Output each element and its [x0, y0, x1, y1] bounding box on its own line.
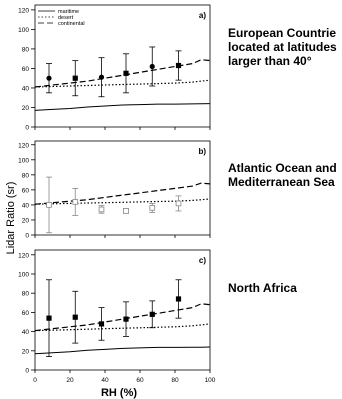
y-tick-label: 80: [22, 46, 30, 53]
continental-model-curve: [34, 59, 211, 88]
panel-a: 0 20 40 60 80 100 120 a) maritimedesertcontinent…: [18, 4, 211, 132]
y-tick-label: 40: [22, 329, 30, 336]
panel-label: a): [199, 11, 206, 20]
x-tick-label: 40: [101, 377, 109, 384]
maritime-model-curve: [34, 346, 211, 355]
panel-c: 0 20 40 60 80 100 120 0 20 40 60 80 100 c): [18, 249, 216, 384]
y-axis-label: Lidar Ratio (sr): [5, 182, 17, 255]
region-label-c: North Africa: [228, 281, 297, 295]
x-tick-label: 20: [66, 377, 74, 384]
data-point: [46, 202, 52, 208]
data-point: [149, 205, 156, 211]
data-point: [46, 315, 52, 321]
data-point: [72, 199, 79, 205]
y-tick-label: 0: [25, 125, 29, 132]
y-tick-label: 20: [22, 348, 30, 355]
x-tick-label: 100: [205, 377, 216, 384]
x-tick-label: 80: [171, 377, 179, 384]
plot-frame: [34, 249, 211, 371]
y-tick-label: 20: [22, 217, 30, 224]
data-point: [72, 75, 78, 81]
legend-label-maritime: maritime: [58, 9, 79, 15]
data-point: [98, 321, 105, 327]
plot-frame: [34, 4, 211, 128]
y-tick-label: 80: [22, 172, 30, 179]
y-tick-label: 0: [25, 368, 29, 375]
data-point: [123, 208, 129, 214]
y-tick-label: 60: [22, 310, 30, 317]
data-point: [149, 311, 155, 317]
panel-b: 0 20 40 60 80 100 120 b): [18, 140, 211, 240]
y-tick-label: 60: [22, 187, 30, 194]
continental-model-curve: [34, 303, 211, 332]
desert-model-curve: [34, 79, 211, 88]
data-point: [98, 74, 105, 80]
y-tick-label: 40: [22, 85, 30, 92]
y-tick-label: 80: [22, 291, 30, 298]
region-label-b: Atlantic Ocean and Mediterranean Sea: [228, 161, 337, 189]
data-point: [175, 296, 182, 302]
y-tick-label: 120: [18, 252, 29, 259]
data-point: [123, 70, 129, 76]
y-tick-label: 120: [18, 142, 29, 149]
y-tick-label: 100: [18, 272, 29, 279]
y-tick-label: 20: [22, 105, 30, 112]
legend-label-desert: desert: [58, 15, 74, 21]
data-point: [72, 314, 78, 320]
desert-model-curve: [34, 323, 211, 332]
desert-model-curve: [34, 198, 211, 205]
region-label-a: European Countrie located at latitudes l…: [228, 26, 337, 68]
data-point: [98, 206, 105, 213]
panel-label: b): [198, 147, 206, 156]
data-point: [149, 63, 155, 70]
y-tick-label: 100: [18, 157, 29, 164]
x-tick-label: 0: [33, 377, 37, 384]
continental-model-curve: [34, 182, 211, 205]
panel-label: c): [199, 256, 206, 265]
x-axis-label: RH (%): [101, 387, 137, 399]
y-tick-label: 100: [18, 27, 29, 34]
y-tick-label: 60: [22, 66, 30, 73]
legend-label-continental: continental: [58, 21, 85, 27]
data-point: [175, 200, 182, 207]
x-tick-label: 60: [136, 377, 144, 384]
y-tick-label: 120: [18, 7, 29, 14]
plot-frame: [34, 140, 211, 236]
data-point: [175, 62, 182, 69]
y-tick-label: 40: [22, 202, 30, 209]
y-tick-label: 0: [25, 233, 29, 240]
data-point: [123, 316, 129, 322]
data-point: [46, 75, 52, 81]
maritime-model-curve: [34, 103, 211, 111]
